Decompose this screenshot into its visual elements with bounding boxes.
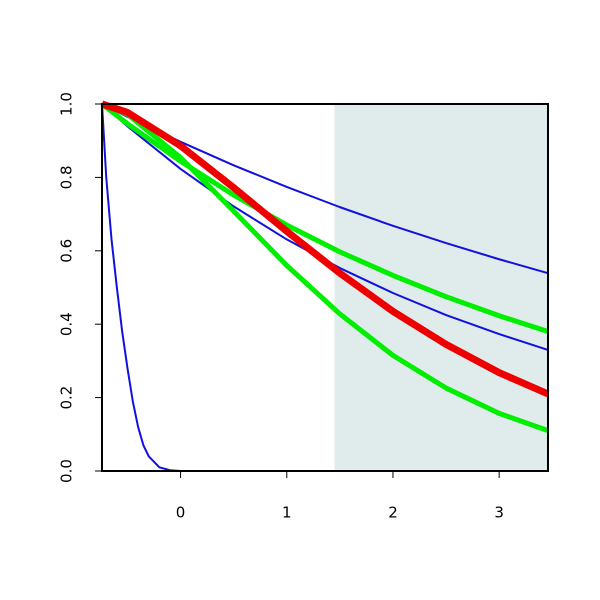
x-tick-label: 0 [176, 504, 186, 522]
y-tick-label: 1.0 [58, 92, 76, 116]
y-tick-label: 0.2 [58, 386, 76, 410]
curve [100, 100, 550, 398]
x-tick-label: 1 [282, 504, 292, 522]
x-tick-label: 3 [494, 504, 504, 522]
y-tick-label: 0.8 [58, 165, 76, 189]
curve [101, 101, 549, 433]
y-tick-label: 0.4 [58, 312, 76, 336]
curve [100, 102, 549, 334]
plot-frame [101, 103, 549, 472]
x-tick-label: 2 [388, 504, 398, 522]
curve [101, 103, 548, 472]
y-tick-label: 0.0 [58, 459, 76, 483]
y-tick-label: 0.6 [58, 239, 76, 263]
shaded-region [334, 104, 548, 471]
